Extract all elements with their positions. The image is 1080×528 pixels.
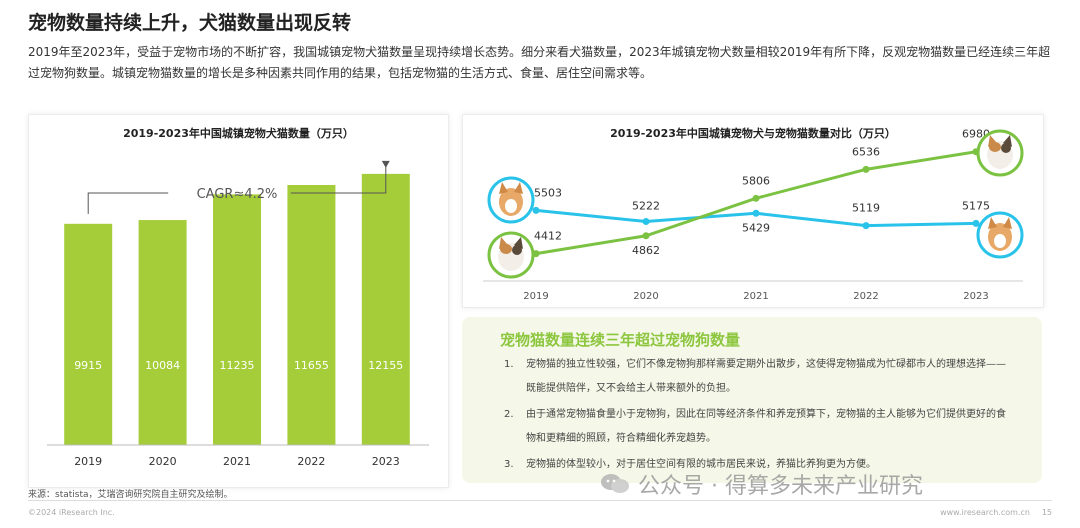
cat-photo-icon bbox=[976, 129, 1024, 177]
cat-photo-icon bbox=[487, 231, 535, 279]
cat-ear bbox=[514, 237, 523, 249]
dog-photo-icon bbox=[487, 176, 535, 224]
cat-patch bbox=[512, 245, 522, 255]
cat-data-point bbox=[642, 232, 650, 240]
watermark-text: 公众号 · 得算多未来产业研究 bbox=[638, 474, 923, 499]
point-text: 宠物猫的独立性较强，它们不像宠物狗那样需要定期外出散步，这使得宠物猫成为忙碌都市… bbox=[526, 359, 1006, 394]
bar-value-label: 10084 bbox=[145, 359, 180, 372]
source-note: 来源：statista，艾瑞咨询研究院自主研究及绘制。 bbox=[28, 490, 233, 500]
summary-point: 2. 由于通常宠物猫食量小于宠物狗，因此在同等经济条件和养宠预算下，宠物猫的主人能… bbox=[504, 403, 1014, 451]
x-tick-label: 2023 bbox=[963, 291, 988, 302]
cat-value-label: 4412 bbox=[534, 230, 562, 243]
x-tick-label: 2020 bbox=[149, 455, 177, 468]
bar-chart: 9915 2019 10084 2020 11235 2021 11655 2022 12155… bbox=[47, 160, 429, 468]
bar bbox=[64, 223, 113, 445]
copyright: ©2024 iResearch Inc. bbox=[28, 508, 115, 517]
x-tick-label: 2022 bbox=[853, 291, 878, 302]
summary-title: 宠物猫数量连续三年超过宠物狗数量 bbox=[500, 331, 741, 349]
cat-ear bbox=[499, 237, 508, 249]
cat-value-label: 6536 bbox=[852, 145, 880, 158]
line-chart: 2019 2020 2021 2022 2023 5503 5222 5429 5119 5175… bbox=[483, 128, 1024, 302]
dog-value-label: 5503 bbox=[534, 186, 562, 199]
cagr-arrow-left bbox=[87, 192, 169, 214]
bar bbox=[213, 194, 261, 445]
x-tick-label: 2021 bbox=[223, 455, 251, 468]
point-text: 宠物猫的体型较小，对于居住空间有限的城市居民来说，养猫比养狗更为方便。 bbox=[526, 459, 876, 470]
point-number: 3. bbox=[504, 459, 514, 470]
dog-chest bbox=[994, 234, 1006, 248]
x-tick-label: 2019 bbox=[523, 291, 548, 302]
dog-value-label: 5222 bbox=[632, 200, 660, 213]
dog-data-point bbox=[752, 209, 760, 217]
dog-ear bbox=[514, 182, 523, 194]
bar-chart-title: 2019-2023年中国城镇宠物犬猫数量（万只） bbox=[123, 127, 354, 140]
cat-ear bbox=[1003, 135, 1012, 147]
intro-paragraph: 2019年至2023年，受益于宠物市场的不断扩容，我国城镇宠物犬猫数量呈现持续增… bbox=[28, 45, 1051, 80]
cat-ear bbox=[988, 135, 997, 147]
bar-value-label: 9915 bbox=[74, 359, 102, 372]
cagr-arrow-head bbox=[381, 160, 390, 168]
dog-value-label: 5119 bbox=[852, 202, 880, 215]
cagr-label: CAGR≈4.2% bbox=[197, 187, 278, 202]
dog-data-point bbox=[972, 219, 980, 227]
page-number: 15 bbox=[1041, 508, 1052, 517]
bar-value-label: 12155 bbox=[368, 359, 403, 372]
wechat-icon bbox=[601, 474, 629, 493]
summary-point: 3. 宠物猫的体型较小，对于居住空间有限的城市居民来说，养猫比养狗更为方便。 bbox=[504, 453, 1014, 477]
dog-ear bbox=[499, 182, 508, 194]
x-tick-label: 2021 bbox=[743, 291, 768, 302]
bar bbox=[138, 220, 187, 445]
cat-value-label: 4862 bbox=[632, 244, 660, 257]
page-title: 宠物数量持续上升，犬猫数量出现反转 bbox=[28, 12, 352, 34]
dog-ear bbox=[1003, 217, 1012, 229]
line-chart-panel: 2019-2023年中国城镇宠物犬与宠物猫数量对比（万只） 2019 2020 20… bbox=[462, 114, 1044, 308]
x-tick-label: 2020 bbox=[633, 291, 658, 302]
site-url: www.iresearch.com.cn bbox=[940, 508, 1030, 517]
x-tick-label: 2023 bbox=[372, 455, 400, 468]
bar-chart-panel: 2019-2023年中国城镇宠物犬猫数量（万只） 9915 2019 10084 20… bbox=[28, 114, 449, 488]
cat-data-point bbox=[862, 165, 870, 173]
x-tick-label: 2022 bbox=[297, 455, 325, 468]
summary-point: 1. 宠物猫的独立性较强，它们不像宠物狗那样需要定期外出散步，这使得宠物猫成为忙碌… bbox=[504, 353, 1014, 401]
dog-value-label: 5429 bbox=[742, 221, 770, 234]
point-text: 由于通常宠物猫食量小于宠物狗，因此在同等经济条件和养宠预算下，宠物猫的主人能够为… bbox=[526, 409, 1006, 444]
cat-value-label: 5806 bbox=[742, 174, 770, 187]
dog-photo-icon bbox=[976, 211, 1024, 259]
cat-patch bbox=[1001, 143, 1011, 153]
summary-box: 宠物猫数量连续三年超过宠物狗数量 1. 宠物猫的独立性较强，它们不像宠物狗那样需要… bbox=[462, 317, 1042, 483]
cat-series-line bbox=[535, 150, 977, 256]
line-chart-title: 2019-2023年中国城镇宠物犬与宠物猫数量对比（万只） bbox=[610, 127, 896, 140]
bar bbox=[361, 173, 410, 445]
footer-divider bbox=[28, 500, 1052, 501]
summary-points: 1. 宠物猫的独立性较强，它们不像宠物狗那样需要定期外出散步，这使得宠物猫成为忙碌… bbox=[504, 353, 1014, 479]
point-number: 1. bbox=[504, 359, 514, 370]
dog-data-point bbox=[862, 222, 870, 230]
x-tick-label: 2019 bbox=[74, 455, 102, 468]
bar-value-label: 11655 bbox=[294, 359, 329, 372]
bar bbox=[287, 185, 336, 445]
watermark: 公众号 · 得算多未来产业研究 bbox=[600, 468, 923, 500]
dog-ear bbox=[988, 217, 997, 229]
dog-value-label: 5175 bbox=[962, 199, 990, 212]
cat-data-point bbox=[752, 194, 760, 202]
dog-chest bbox=[505, 199, 517, 213]
dog-data-point bbox=[532, 206, 540, 214]
bar-value-label: 11235 bbox=[220, 359, 255, 372]
cagr-arrow-right bbox=[290, 161, 387, 194]
point-number: 2. bbox=[504, 409, 514, 420]
dog-data-point bbox=[642, 218, 650, 226]
